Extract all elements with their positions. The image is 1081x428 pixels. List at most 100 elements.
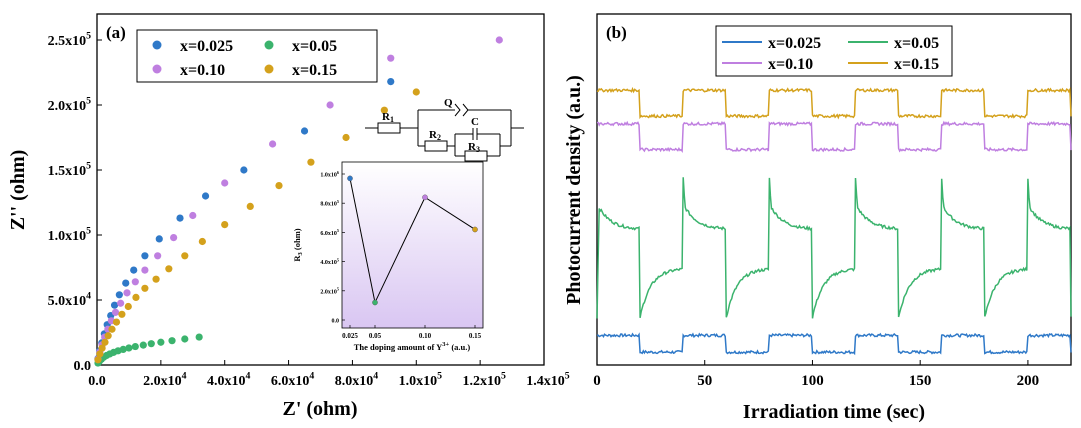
data-point	[147, 340, 155, 348]
data-point	[154, 252, 162, 260]
x-tick-label: 1.2x105	[462, 371, 505, 389]
data-point	[168, 337, 176, 345]
data-point	[110, 301, 119, 309]
data-point	[139, 341, 147, 349]
data-point	[94, 356, 102, 364]
data-point	[125, 344, 133, 352]
data-point	[141, 266, 149, 274]
data-point	[181, 335, 189, 343]
legend-box	[136, 29, 378, 83]
series-line-x010	[596, 120, 1072, 153]
inset-chart: 0.0 2.0x105 4.0x105 6.0x105 8.0x105 1.0x106 0.…	[292, 161, 484, 352]
circuit-labels: R1 Q R2 C R3	[382, 97, 480, 154]
inset-y-tick-label: 6.0x105	[320, 228, 339, 237]
inset-line	[347, 175, 478, 306]
data-point	[275, 182, 283, 190]
panel-a-legend: x=0.025 x=0.05 x=0.10 x=0.15	[136, 29, 378, 83]
data-point	[118, 310, 126, 318]
svg-text:R3: R3	[468, 141, 480, 154]
y-tick-label: 2.5x105	[48, 31, 92, 49]
data-point	[157, 338, 165, 346]
b-x-tick-label: 200	[1017, 373, 1040, 389]
inset-series-line	[349, 178, 476, 305]
b-x-tick-label: 0	[593, 373, 601, 389]
b-x-tick-label: 150	[909, 373, 932, 389]
inset-x-tick-label: 0.15	[469, 332, 482, 340]
panel-a-y-ticks: 0.0 5.0x104 1.0x105 1.5x105 2.0x105 2.5x105	[48, 31, 102, 374]
panel-b-x-axis-label: Irradiation time (sec)	[743, 401, 925, 423]
data-point	[495, 36, 503, 44]
data-point	[123, 289, 131, 297]
svg-text:R1: R1	[382, 111, 394, 124]
legend-label-x010: x=0.10	[180, 62, 225, 79]
x-tick-label: 0.0	[88, 374, 106, 389]
panel-b-x-ticks: 0 50 100 150 200	[593, 360, 1039, 389]
inset-y-axis-label: R3 (ohm)	[292, 228, 304, 261]
data-point	[155, 235, 163, 243]
data-point	[189, 211, 197, 220]
series-line-x015	[596, 86, 1072, 120]
x-tick-label: 6.0x104	[271, 371, 315, 389]
data-point	[104, 332, 112, 340]
data-point	[221, 179, 229, 187]
y-tick-label: 1.0x105	[48, 226, 92, 244]
inset-data-point	[372, 299, 378, 306]
data-point	[141, 252, 149, 260]
legend-b-label-x015: x=0.15	[894, 56, 939, 73]
b-x-tick-label: 50	[697, 373, 712, 389]
data-point	[240, 166, 248, 174]
x-tick-label: 8.0x104	[335, 371, 379, 389]
inset-x-tick-label: 0.05	[369, 332, 382, 340]
inset-x-axis-label: The doping amount of Y3+ (a.u.)	[354, 341, 471, 352]
legend-label-x005: x=0.05	[292, 38, 337, 55]
data-point	[115, 291, 123, 299]
panel-a-x-ticks: 0.0 2.0x104 4.0x104 6.0x104 8.0x104 1.0x105 1.…	[88, 360, 570, 389]
legend-b-label-x0025: x=0.025	[768, 35, 821, 52]
data-point	[119, 345, 127, 353]
panel-b-label: (b)	[606, 23, 627, 42]
data-point	[195, 333, 203, 341]
data-point	[176, 214, 184, 222]
legend-marker-x010	[152, 64, 162, 74]
data-point	[380, 106, 388, 114]
data-point	[201, 192, 210, 200]
y-tick-label: 0.0	[74, 359, 92, 374]
panel-b-y-axis-label: Photocurrent density (a.u.)	[563, 75, 585, 305]
data-point	[132, 293, 140, 301]
y-tick-label: 1.5x105	[48, 161, 92, 179]
inset-data-point	[472, 226, 478, 233]
data-point	[111, 308, 120, 316]
legend-label-x0025: x=0.025	[180, 38, 233, 55]
data-point	[117, 299, 125, 307]
inset-data-point	[347, 175, 353, 182]
data-point	[108, 325, 116, 333]
inset-y-tick-label: 2.0x105	[320, 287, 339, 296]
inset-y-tick-label: 0.0	[332, 319, 340, 325]
panel-a-y-axis-label: Z'' (ohm)	[7, 150, 29, 231]
b-x-tick-label: 100	[801, 373, 824, 389]
panel-b-frame	[596, 13, 1072, 366]
legend-marker-x0025	[152, 40, 162, 50]
data-point	[326, 101, 334, 109]
x-tick-label: 1.4x105	[526, 371, 570, 389]
legend-marker-x015	[264, 64, 274, 74]
equivalent-circuit	[365, 103, 524, 162]
panel-a: (a) 0.0 5.0x104 1.0x105 1.5x105 2.0x105 2.5x1…	[7, 13, 570, 420]
inset-y-tick-label: 4.0x105	[320, 257, 339, 266]
svg-text:R2: R2	[429, 129, 441, 142]
x-tick-label: 1.0x105	[399, 371, 443, 389]
data-point	[124, 302, 132, 311]
data-point	[221, 221, 229, 229]
legend-box-b	[715, 25, 953, 77]
legend-marker-x005	[264, 40, 274, 50]
panel-b-series	[596, 86, 1072, 356]
y-tick-label: 2.0x105	[48, 96, 92, 114]
x-tick-label: 2.0x104	[143, 371, 187, 389]
data-point	[112, 318, 121, 326]
panel-b: (b) 0 50 100 150 200 Irradiation time (sec) …	[563, 13, 1072, 423]
inset-x-tick-label: 0.10	[419, 332, 432, 340]
inset-x-tick-label: 0.025	[342, 332, 358, 340]
data-point	[387, 78, 395, 86]
data-point	[130, 266, 138, 274]
